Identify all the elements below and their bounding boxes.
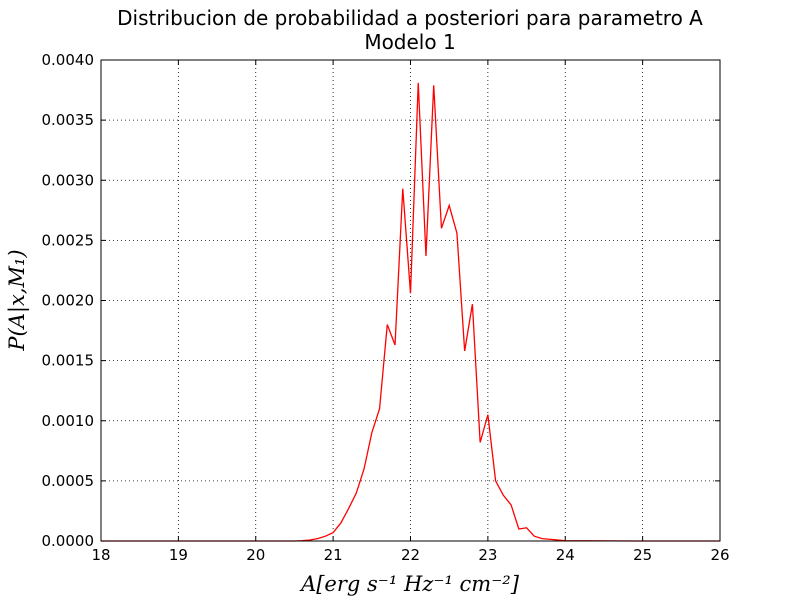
y-tick-label: 0.0020: [42, 292, 95, 310]
grid: [101, 60, 720, 541]
ticks: 18 19 20 21 22 23 24 25 26 0.0000 0.0005 0.0010 0.00…: [42, 51, 730, 564]
posterior-series-line: [101, 82, 720, 542]
chart-title: Distribucion de probabilidad a posterior…: [117, 6, 703, 30]
x-tick-label: 18: [91, 546, 110, 564]
plot-frame: [100, 59, 721, 542]
y-axis-label: P(A|x,M₁): [5, 249, 30, 351]
y-tick-label: 0.0025: [42, 231, 95, 249]
y-tick-label: 0.0010: [42, 412, 95, 430]
x-tick-label: 26: [710, 546, 729, 564]
chart-subtitle: Modelo 1: [364, 30, 455, 54]
x-axis-label: A[erg s⁻¹ Hz⁻¹ cm⁻²]: [299, 572, 520, 596]
x-tick-label: 25: [633, 546, 652, 564]
x-tick-label: 19: [169, 546, 188, 564]
series: [101, 82, 720, 542]
y-tick-label: 0.0015: [42, 352, 95, 370]
x-tick-label: 23: [478, 546, 497, 564]
y-tick-label: 0.0035: [42, 111, 95, 129]
y-tick-label: 0.0000: [42, 532, 95, 550]
x-tick-label: 24: [556, 546, 575, 564]
x-tick-label: 21: [324, 546, 343, 564]
y-tick-label: 0.0040: [42, 51, 95, 69]
x-tick-label: 20: [246, 546, 265, 564]
y-tick-label: 0.0005: [42, 472, 95, 490]
y-tick-label: 0.0030: [42, 171, 95, 189]
x-tick-label: 22: [401, 546, 420, 564]
